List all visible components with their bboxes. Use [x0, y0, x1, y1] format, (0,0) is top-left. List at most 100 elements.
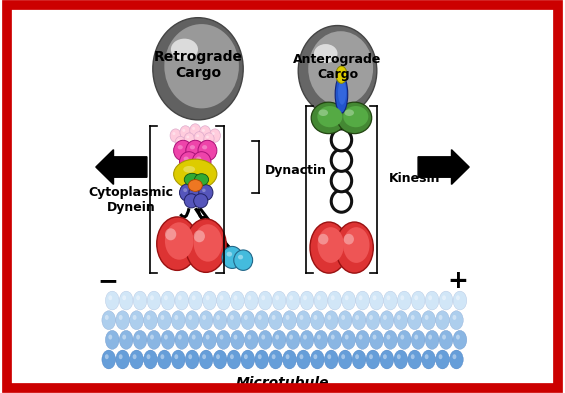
Ellipse shape [133, 291, 147, 310]
Ellipse shape [130, 350, 144, 369]
Ellipse shape [317, 334, 321, 340]
Ellipse shape [194, 194, 208, 208]
Ellipse shape [238, 255, 243, 259]
Ellipse shape [199, 126, 211, 139]
Ellipse shape [456, 334, 460, 340]
Ellipse shape [331, 170, 351, 192]
Ellipse shape [299, 315, 303, 320]
Ellipse shape [204, 133, 214, 145]
Ellipse shape [160, 315, 164, 320]
Ellipse shape [119, 291, 133, 310]
Ellipse shape [255, 350, 268, 369]
Ellipse shape [189, 291, 202, 310]
Ellipse shape [299, 354, 303, 359]
Ellipse shape [425, 291, 439, 310]
Ellipse shape [188, 315, 192, 320]
Ellipse shape [275, 295, 279, 300]
Ellipse shape [411, 331, 425, 349]
Ellipse shape [428, 334, 432, 340]
Ellipse shape [192, 127, 195, 130]
Ellipse shape [216, 315, 220, 320]
Text: Kinesin: Kinesin [389, 172, 440, 185]
Ellipse shape [222, 246, 242, 268]
Ellipse shape [158, 350, 171, 369]
Ellipse shape [119, 354, 123, 359]
Ellipse shape [186, 140, 205, 161]
Ellipse shape [345, 334, 349, 340]
Ellipse shape [164, 334, 168, 340]
Ellipse shape [438, 354, 442, 359]
Text: Microtubule: Microtubule [236, 376, 329, 390]
Ellipse shape [414, 295, 418, 300]
Ellipse shape [192, 334, 195, 340]
Ellipse shape [241, 350, 255, 369]
FancyArrow shape [96, 150, 147, 184]
Ellipse shape [133, 354, 137, 359]
Ellipse shape [272, 331, 286, 349]
Ellipse shape [327, 315, 331, 320]
Ellipse shape [175, 331, 189, 349]
Ellipse shape [220, 295, 224, 300]
Ellipse shape [282, 311, 297, 330]
Ellipse shape [188, 354, 192, 359]
Ellipse shape [318, 227, 344, 263]
Ellipse shape [258, 331, 272, 349]
Ellipse shape [231, 291, 244, 310]
Ellipse shape [262, 334, 265, 340]
Ellipse shape [303, 295, 307, 300]
Ellipse shape [338, 311, 352, 330]
Ellipse shape [442, 334, 446, 340]
Ellipse shape [183, 188, 187, 192]
Ellipse shape [212, 132, 215, 135]
Ellipse shape [369, 354, 373, 359]
Ellipse shape [247, 334, 251, 340]
Ellipse shape [165, 228, 176, 240]
Ellipse shape [394, 350, 407, 369]
Ellipse shape [370, 291, 383, 310]
Ellipse shape [331, 334, 334, 340]
Ellipse shape [227, 350, 241, 369]
Ellipse shape [146, 354, 150, 359]
Ellipse shape [185, 350, 199, 369]
Ellipse shape [177, 139, 180, 142]
Ellipse shape [227, 311, 241, 330]
Ellipse shape [178, 334, 182, 340]
Ellipse shape [106, 291, 119, 310]
Ellipse shape [105, 354, 108, 359]
Ellipse shape [194, 132, 205, 143]
Ellipse shape [331, 190, 351, 212]
Ellipse shape [335, 75, 347, 113]
Ellipse shape [216, 354, 220, 359]
Ellipse shape [173, 159, 217, 189]
Ellipse shape [397, 315, 401, 320]
Ellipse shape [258, 354, 262, 359]
Ellipse shape [342, 331, 355, 349]
Ellipse shape [298, 26, 377, 116]
Ellipse shape [245, 291, 258, 310]
Ellipse shape [230, 354, 234, 359]
Ellipse shape [258, 291, 272, 310]
Ellipse shape [352, 350, 366, 369]
Text: Retrograde
Cargo: Retrograde Cargo [154, 50, 242, 80]
Ellipse shape [183, 166, 195, 173]
Ellipse shape [453, 354, 457, 359]
Ellipse shape [272, 291, 286, 310]
Ellipse shape [328, 291, 342, 310]
Ellipse shape [147, 291, 161, 310]
Ellipse shape [105, 315, 108, 320]
Ellipse shape [318, 234, 328, 244]
Ellipse shape [421, 311, 436, 330]
Ellipse shape [190, 124, 201, 137]
Ellipse shape [289, 295, 293, 300]
Ellipse shape [188, 180, 202, 191]
Ellipse shape [428, 295, 432, 300]
Ellipse shape [241, 311, 255, 330]
Ellipse shape [343, 227, 370, 263]
Ellipse shape [289, 334, 293, 340]
Ellipse shape [193, 188, 197, 192]
Ellipse shape [122, 334, 126, 340]
Ellipse shape [337, 102, 372, 134]
Ellipse shape [220, 334, 224, 340]
Ellipse shape [383, 354, 387, 359]
Ellipse shape [380, 350, 394, 369]
